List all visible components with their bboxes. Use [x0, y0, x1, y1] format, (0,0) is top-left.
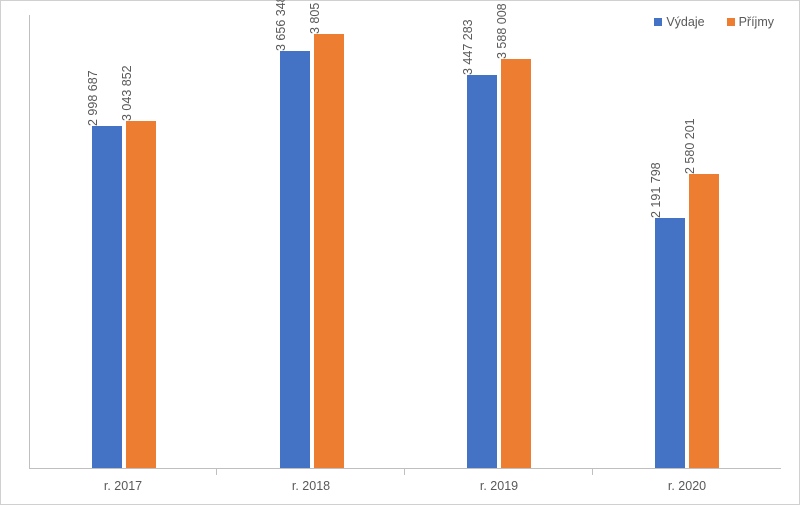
- bar-value-label: 3 043 852: [120, 65, 134, 121]
- x-tick-label: r. 2019: [405, 479, 593, 493]
- x-tick: r. 2020: [593, 469, 781, 504]
- x-tick-label: r. 2018: [217, 479, 405, 493]
- bar: 3 447 283: [467, 75, 497, 468]
- x-tick-label: r. 2020: [593, 479, 781, 493]
- legend-label-prijmy: Příjmy: [739, 15, 774, 29]
- plot-area: 2 998 6873 043 8523 656 3483 805 6263 44…: [29, 15, 781, 469]
- x-tick: r. 2017: [29, 469, 217, 504]
- x-tick: r. 2018: [217, 469, 405, 504]
- bar: 3 043 852: [126, 121, 156, 468]
- bar-value-label: 3 588 008: [495, 3, 509, 59]
- bar-group: 3 447 2833 588 008: [406, 15, 594, 468]
- bar: 3 656 348: [280, 51, 310, 468]
- bar-group: 2 191 7982 580 201: [593, 15, 781, 468]
- bar: 3 588 008: [501, 59, 531, 468]
- bar: 3 805 626: [314, 34, 344, 468]
- bar: 2 191 798: [655, 218, 685, 468]
- bar: 2 998 687: [92, 126, 122, 468]
- bar-value-label: 3 447 283: [461, 19, 475, 75]
- bar-value-label: 2 580 201: [683, 118, 697, 174]
- legend-item-vydaje: Výdaje: [654, 15, 704, 29]
- bar-value-label: 2 998 687: [86, 71, 100, 127]
- legend-swatch-vydaje: [654, 18, 662, 26]
- legend-label-vydaje: Výdaje: [666, 15, 704, 29]
- x-axis: r. 2017r. 2018r. 2019r. 2020: [29, 469, 781, 504]
- legend: Výdaje Příjmy: [654, 15, 774, 29]
- bar-value-label: 3 805 626: [308, 0, 322, 34]
- bar-group: 3 656 3483 805 626: [218, 15, 406, 468]
- x-tick-label: r. 2017: [29, 479, 217, 493]
- legend-swatch-prijmy: [727, 18, 735, 26]
- bar-group: 2 998 6873 043 852: [30, 15, 218, 468]
- legend-item-prijmy: Příjmy: [727, 15, 774, 29]
- bar: 2 580 201: [689, 174, 719, 468]
- bar-value-label: 3 656 348: [274, 0, 288, 51]
- bar-chart: 2 998 6873 043 8523 656 3483 805 6263 44…: [0, 0, 800, 505]
- bar-value-label: 2 191 798: [649, 163, 663, 219]
- bars-wrap: 2 998 6873 043 8523 656 3483 805 6263 44…: [30, 15, 781, 468]
- x-tick: r. 2019: [405, 469, 593, 504]
